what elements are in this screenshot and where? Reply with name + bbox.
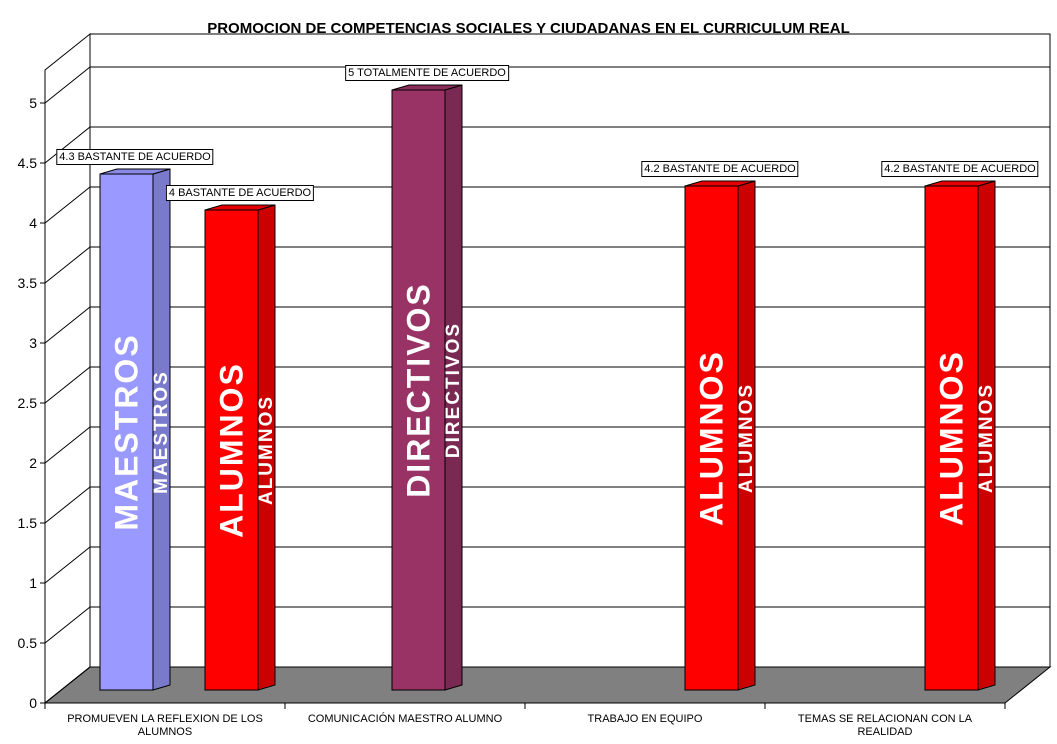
bar-front: [204, 209, 259, 691]
x-tick-label: COMUNICACIÓN MAESTRO ALUMNO: [307, 713, 503, 725]
bar: ALUMNOS ALUMNOS: [204, 204, 277, 691]
bar: ALUMNOS ALUMNOS: [924, 180, 997, 691]
y-tick-label: 4.5: [18, 155, 38, 171]
bar-name: MAESTROS: [109, 333, 145, 530]
y-tick-label: 2.5: [18, 395, 38, 411]
bar: ALUMNOS ALUMNOS: [684, 180, 757, 691]
y-tick-label: 3: [29, 335, 37, 351]
y-tick-label: 1.5: [18, 515, 38, 531]
x-tick-label: TRABAJO EN EQUIPO: [587, 713, 703, 725]
bar-name: ALUMNOS: [214, 362, 250, 538]
depth-tick: [44, 66, 91, 104]
data-label: 5 TOTALMENTE DE ACUERDO: [345, 65, 509, 81]
y-tick-label: 4: [29, 215, 37, 231]
y-tick-label: 3.5: [18, 275, 38, 291]
data-label: 4.3 BASTANTE DE ACUERDO: [56, 149, 214, 165]
floor: [43, 666, 1052, 704]
depth-tick: [44, 186, 91, 224]
bar-name-side: ALUMNOS: [256, 395, 277, 505]
depth-tick: [44, 246, 91, 284]
bar-name: ALUMNOS: [934, 350, 970, 526]
bar-name-side: MAESTROS: [151, 370, 172, 494]
bar-front: [684, 185, 739, 691]
depth-tick: [44, 606, 91, 644]
depth-tick: [44, 546, 91, 584]
y-tick-label: 1: [29, 575, 37, 591]
bar-front: [391, 89, 446, 691]
x-tick-label: TEMAS SE RELACIONAN CON LA REALIDAD: [797, 713, 973, 738]
bar-front: [924, 185, 979, 691]
depth-tick: [44, 306, 91, 344]
data-label: 4.2 BASTANTE DE ACUERDO: [641, 161, 799, 177]
depth-tick: [44, 126, 91, 164]
y-tick-label: 0.5: [18, 635, 38, 651]
data-label: 4.2 BASTANTE DE ACUERDO: [881, 161, 1039, 177]
bar: DIRECTIVOS DIRECTIVOS: [391, 84, 464, 691]
bar-name-side: ALUMNOS: [976, 383, 997, 493]
bar-name: ALUMNOS: [694, 350, 730, 526]
bar-name-side: ALUMNOS: [736, 383, 757, 493]
depth-tick: [44, 366, 91, 404]
bar-name: DIRECTIVOS: [401, 282, 437, 498]
chart-title: PROMOCION DE COMPETENCIAS SOCIALES Y CIU…: [207, 20, 850, 37]
depth-tick: [44, 666, 91, 704]
depth-tick: [44, 486, 91, 524]
left-wall: [44, 32, 91, 705]
bar-name-side: DIRECTIVOS: [443, 322, 464, 458]
y-tick-label: 0: [29, 695, 37, 711]
bar-front: [99, 173, 154, 691]
y-tick-label: 5: [29, 95, 37, 111]
depth-tick: [44, 426, 91, 464]
bar: MAESTROS MAESTROS: [99, 168, 172, 691]
data-label: 4 BASTANTE DE ACUERDO: [165, 185, 315, 201]
y-tick-label: 2: [29, 455, 37, 471]
x-tick-label: PROMUEVEN LA REFLEXION DE LOS ALUMNOS: [67, 713, 263, 738]
